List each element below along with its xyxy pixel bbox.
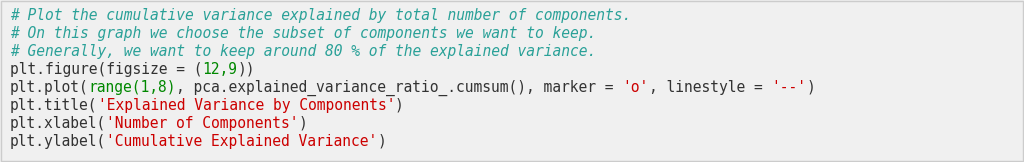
Text: plt.title(: plt.title(: [10, 98, 97, 113]
Text: plt.plot(: plt.plot(: [10, 80, 89, 95]
Text: , linestyle =: , linestyle =: [649, 80, 771, 95]
Text: )): )): [238, 62, 255, 77]
Text: ): ): [299, 116, 307, 131]
Text: 'Explained Variance by Components': 'Explained Variance by Components': [97, 98, 395, 113]
Text: plt.figure(figsize = (: plt.figure(figsize = (: [10, 62, 203, 77]
Text: # Plot the cumulative variance explained by total number of components.: # Plot the cumulative variance explained…: [10, 8, 631, 23]
Text: '--': '--': [771, 80, 806, 95]
Text: # Generally, we want to keep around 80 % of the explained variance.: # Generally, we want to keep around 80 %…: [10, 44, 596, 59]
Text: ): ): [395, 98, 403, 113]
Text: plt.xlabel(: plt.xlabel(: [10, 116, 106, 131]
Text: 12,9: 12,9: [203, 62, 238, 77]
Text: 'Number of Components': 'Number of Components': [106, 116, 299, 131]
Text: range(1,8): range(1,8): [89, 80, 176, 95]
Text: # On this graph we choose the subset of components we want to keep.: # On this graph we choose the subset of …: [10, 26, 596, 41]
Text: 'o': 'o': [623, 80, 649, 95]
Text: 'Cumulative Explained Variance': 'Cumulative Explained Variance': [106, 134, 378, 149]
Text: ): ): [378, 134, 386, 149]
Text: , pca.explained_variance_ratio_.cumsum(), marker =: , pca.explained_variance_ratio_.cumsum()…: [176, 80, 623, 96]
Text: plt.ylabel(: plt.ylabel(: [10, 134, 106, 149]
Text: ): ): [806, 80, 815, 95]
